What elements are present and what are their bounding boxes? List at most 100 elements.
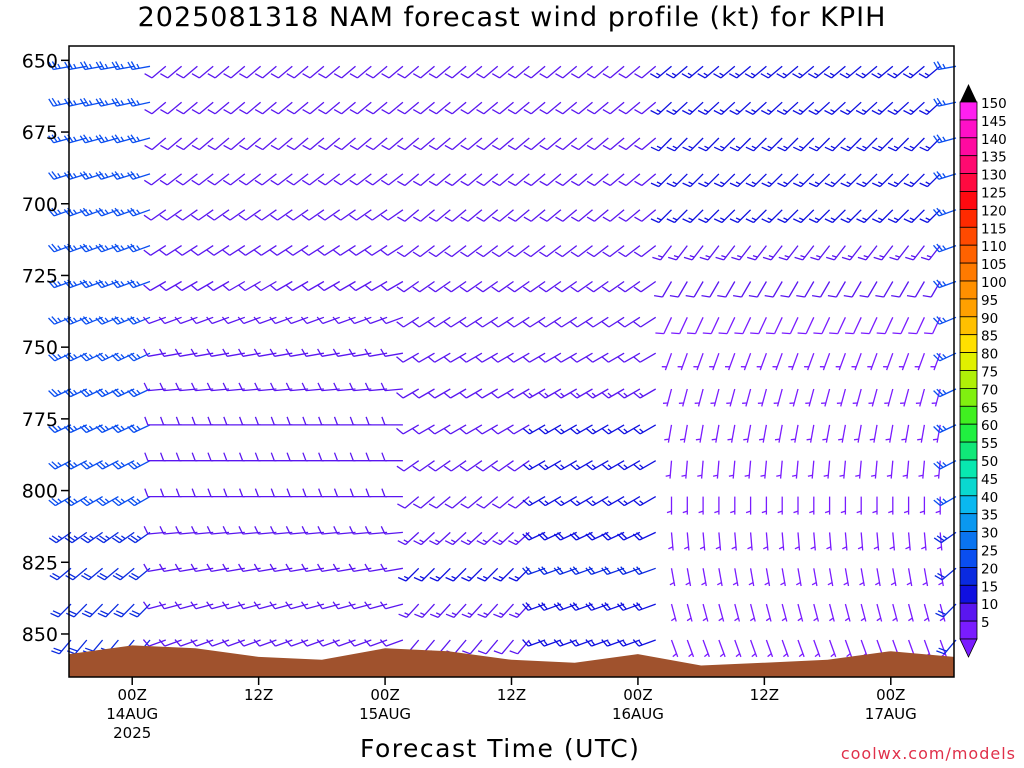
credit-link[interactable]: coolwx.com/models: [840, 744, 1016, 763]
wind-barb: [908, 317, 925, 335]
wind-barb: [380, 526, 403, 535]
wind-barb: [286, 452, 309, 462]
colorbar-label: 55: [981, 436, 998, 452]
colorbar-label: 120: [981, 203, 1007, 219]
wind-barb: [826, 245, 846, 261]
wind-barb: [790, 424, 799, 443]
wind-barb: [522, 496, 546, 507]
colorbar-label: 135: [981, 150, 1007, 166]
wind-barb: [111, 243, 135, 253]
wind-barb: [286, 488, 309, 498]
wind-barb: [671, 317, 688, 335]
wind-barb: [507, 496, 530, 509]
wind-barb: [860, 603, 867, 622]
wind-barb: [491, 65, 514, 79]
wind-barb: [506, 388, 530, 399]
wind-barb: [760, 460, 768, 479]
wind-barb: [797, 639, 805, 658]
wind-barb: [318, 452, 340, 462]
wind-barb: [111, 207, 135, 217]
wind-barb: [745, 101, 767, 115]
wind-barb: [381, 137, 404, 151]
wind-barb: [207, 488, 229, 498]
wind-barb: [397, 209, 420, 222]
wind-barb: [759, 424, 768, 443]
wind-barb: [887, 137, 910, 152]
wind-barb: [381, 101, 404, 115]
colorbar-label: 80: [981, 347, 998, 363]
colorbar-label: 130: [981, 168, 1007, 184]
wind-barb: [701, 281, 720, 298]
wind-barb: [127, 97, 151, 107]
wind-barb: [175, 101, 198, 115]
wind-barb: [601, 424, 625, 435]
wind-barb: [633, 496, 657, 507]
wind-barb: [476, 137, 499, 151]
wind-barb: [111, 316, 135, 325]
wind-barb: [207, 101, 230, 115]
wind-barb: [159, 416, 182, 426]
wind-barb: [142, 316, 167, 325]
wind-barb: [618, 101, 641, 115]
wind-barbs-layer: [48, 61, 957, 658]
wind-barb: [490, 388, 514, 399]
wind-barb: [839, 460, 847, 479]
wind-barb: [507, 137, 530, 151]
wind-barb: [506, 424, 530, 435]
wind-barb: [919, 173, 941, 188]
wind-barb: [750, 317, 767, 335]
wind-barb: [427, 424, 451, 435]
wind-barb: [569, 639, 593, 647]
y-tick-label: 725: [22, 265, 58, 287]
wind-barb: [617, 352, 641, 363]
colorbar-label: 100: [981, 275, 1007, 291]
wind-barb: [476, 531, 499, 546]
wind-barb: [175, 137, 198, 151]
wind-barb: [269, 316, 293, 325]
wind-barb: [522, 639, 546, 647]
wind-barb: [160, 65, 183, 79]
wind-barb: [348, 601, 372, 610]
wind-barb: [760, 65, 783, 79]
wind-barb: [127, 388, 151, 398]
wind-barb: [715, 245, 736, 261]
wind-barb: [191, 209, 214, 221]
wind-barb: [460, 496, 483, 509]
wind-barb: [190, 245, 214, 256]
wind-barb: [788, 352, 799, 371]
wind-barb: [398, 603, 420, 619]
wind-barb: [508, 603, 530, 619]
y-tick-label: 775: [22, 409, 58, 431]
wind-barb: [824, 101, 846, 115]
wind-barb: [144, 416, 166, 426]
colorbar-top-arrow: [960, 84, 977, 102]
wind-barb: [570, 137, 593, 151]
colorbar-label: 35: [981, 508, 998, 524]
wind-barb: [80, 531, 103, 544]
wind-barb: [254, 452, 277, 462]
wind-barb: [856, 496, 862, 515]
wind-barb: [873, 245, 894, 261]
wind-barb: [206, 601, 230, 610]
wind-barb: [789, 388, 799, 407]
wind-barb: [585, 316, 609, 328]
wind-barb: [95, 279, 119, 289]
wind-barb: [396, 245, 420, 258]
wind-barb: [427, 352, 451, 363]
colorbar-label: 90: [981, 311, 998, 327]
wind-barb: [569, 602, 593, 611]
wind-barb: [522, 352, 546, 363]
wind-barb: [158, 639, 182, 647]
wind-barb: [79, 279, 103, 289]
wind-barb: [286, 101, 309, 115]
wind-barb: [653, 281, 673, 298]
wind-barb: [113, 603, 135, 618]
wind-barb: [444, 173, 467, 187]
wind-barb: [539, 209, 562, 222]
colorbar-label: 50: [981, 454, 998, 470]
wind-barb: [617, 460, 641, 471]
wind-barb: [670, 603, 677, 622]
wind-barb: [773, 388, 783, 407]
wind-barb: [756, 352, 768, 371]
wind-barb: [523, 65, 546, 79]
